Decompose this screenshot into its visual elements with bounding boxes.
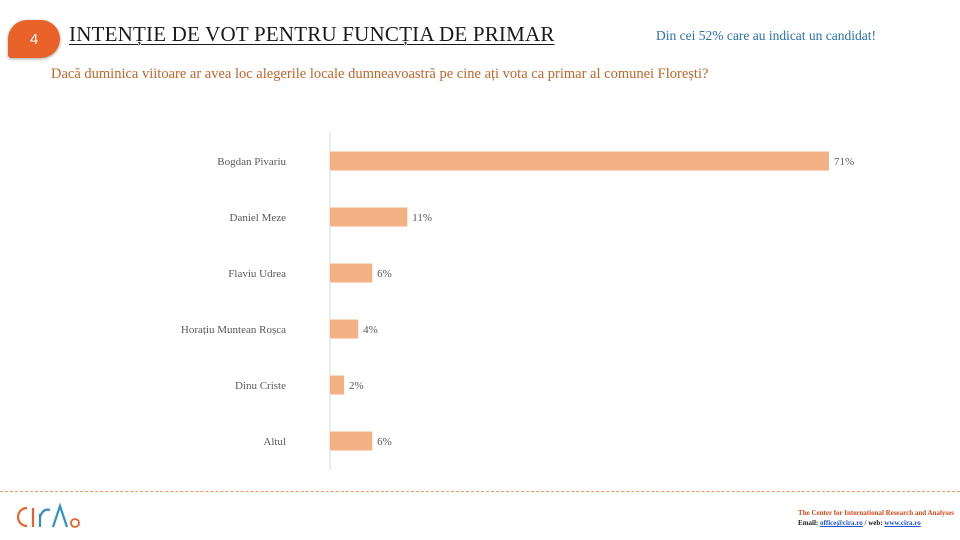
org-name: The Center for International Research an… <box>798 509 954 517</box>
value-label: 4% <box>363 324 378 336</box>
category-label: Horațiu Muntean Roșca <box>181 324 286 336</box>
bar <box>330 375 345 395</box>
slide-number-badge: 4 <box>8 20 60 58</box>
footer-divider <box>0 491 960 492</box>
category-label: Daniel Meze <box>230 212 287 224</box>
footer-credits: The Center for International Research an… <box>798 508 954 528</box>
category-label: Bogdan Pivariu <box>217 156 286 168</box>
category-label: Flaviu Udrea <box>228 268 286 280</box>
bar <box>330 431 373 451</box>
survey-question: Dacă duminica viitoare ar avea loc alege… <box>51 66 709 82</box>
slide-number: 4 <box>29 30 39 48</box>
category-label: Dinu Criste <box>235 380 286 392</box>
value-label: 11% <box>412 212 432 224</box>
value-label: 71% <box>834 156 854 168</box>
bar <box>330 151 829 171</box>
web-link[interactable]: www.cira.ro <box>884 519 921 527</box>
bar-chart: Bogdan Pivariu 71% Daniel Meze 11% Flaviu Ud… <box>181 132 854 470</box>
page-title: INTENȚIE DE VOT PENTRU FUNCȚIA DE PRIMAR <box>69 22 555 46</box>
bar <box>330 319 359 339</box>
sample-note: Din cei 52% care au indicat un candidat! <box>656 28 877 43</box>
bar <box>330 207 408 227</box>
contact-line: Email: office@cira.ro / web: www.cira.ro <box>798 518 954 528</box>
email-label: Email: <box>798 519 819 527</box>
cira-logo <box>16 502 80 528</box>
value-label: 2% <box>349 380 364 392</box>
value-label: 6% <box>377 268 392 280</box>
email-link[interactable]: office@cira.ro <box>820 519 863 527</box>
category-label: Altul <box>263 436 286 448</box>
value-label: 6% <box>377 436 392 448</box>
bar <box>330 263 373 283</box>
web-separator: / web: <box>864 519 883 527</box>
